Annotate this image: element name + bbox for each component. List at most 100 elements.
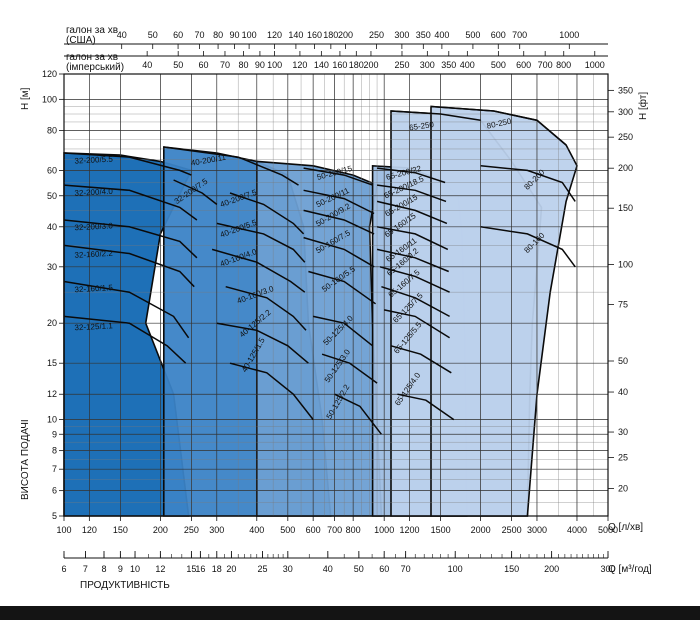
- curve-50-160/7.5: [303, 236, 375, 268]
- yr-tick-label-1: 25: [618, 452, 628, 462]
- yr-tick-label-11: 350: [618, 85, 633, 95]
- curve-32-200/4.0: [63, 184, 198, 221]
- x-tick-label-8: 600: [306, 525, 321, 535]
- x-tick-label-5: 300: [209, 525, 224, 535]
- x-axis-label: Q [л/хв]: [608, 522, 643, 533]
- m3h-tick-label-18: 200: [544, 564, 559, 574]
- curve-50-160/5.5: [308, 270, 377, 305]
- impgpm-tick-label-13: 300: [420, 60, 435, 70]
- impgpm-tick-label-0: 40: [142, 60, 152, 70]
- curve-65-160/9.2: [379, 266, 450, 293]
- y-tick-label-0: 5: [52, 511, 57, 521]
- impgpm-tick-label-20: 1000: [585, 60, 605, 70]
- m3h-tick-label-0: 6: [61, 564, 66, 574]
- y-axis-left-label: ВИСОТА ПОДАЧІ: [20, 419, 31, 500]
- impgpm-tick-label-17: 600: [516, 60, 531, 70]
- m3h-tick-label-1: 7: [83, 564, 88, 574]
- curve-50-200/11: [303, 189, 375, 215]
- impgpm-tick-label-9: 160: [332, 60, 347, 70]
- y-tick-label-8: 20: [47, 318, 57, 328]
- x-tick-label-1: 120: [82, 525, 97, 535]
- usgpm-tick-label-0: 40: [117, 30, 127, 40]
- axes: 100 120 150 200 250 300 400 500 600 700 800 1000 120…: [42, 30, 633, 574]
- y-tick-label-4: 9: [52, 429, 57, 439]
- curve-65-250: [390, 110, 481, 122]
- x-tick-label-12: 1200: [399, 525, 419, 535]
- bottom-bar: [0, 606, 700, 620]
- x-tick-label-10: 800: [346, 525, 361, 535]
- m3h-tick-label-7: 16: [195, 564, 205, 574]
- curve-label-1: 32-200/4.0: [74, 187, 113, 198]
- impgpm-tick-label-12: 250: [394, 60, 409, 70]
- impgpm-tick-label-5: 90: [255, 60, 265, 70]
- x-tick-label-17: 4000: [567, 525, 587, 535]
- usgpm-tick-label-2: 60: [173, 30, 183, 40]
- pump-curves: [63, 105, 576, 435]
- x-tick-label-4: 250: [184, 525, 199, 535]
- curve-label-4: 32-160/1.5: [74, 283, 113, 294]
- curve-65-125/5.5: [390, 345, 452, 374]
- curve-50-200/9.2: [303, 209, 375, 235]
- curve-65-160/7.5: [381, 285, 450, 318]
- m3h-tick-label-11: 30: [283, 564, 293, 574]
- y-tick-label-10: 40: [47, 222, 57, 232]
- usgpm-tick-label-13: 300: [394, 30, 409, 40]
- y-tick-label-2: 7: [52, 464, 57, 474]
- y-tick-label-9: 30: [47, 262, 57, 272]
- curve-label-0: 32-200/5.5: [74, 155, 113, 166]
- usgpm-tick-label-14: 350: [416, 30, 431, 40]
- top-axis-labels: галон за хв (США) галон за хв (імперськи…: [66, 25, 124, 73]
- curve-50-200/15: [303, 167, 373, 186]
- yr-tick-label-4: 50: [618, 356, 628, 366]
- usgpm-tick-label-4: 80: [213, 30, 223, 40]
- curve-label-3: 32-160/2.2: [74, 249, 113, 260]
- top-axis2-label-line1: галон за хв: [66, 52, 118, 63]
- m3h-tick-label-14: 60: [379, 564, 389, 574]
- usgpm-tick-label-7: 120: [267, 30, 282, 40]
- x-tick-label-18: 5000: [598, 525, 618, 535]
- impgpm-tick-label-7: 120: [292, 60, 307, 70]
- x-tick-label-11: 1000: [374, 525, 394, 535]
- m3h-tick-label-9: 20: [226, 564, 236, 574]
- usgpm-tick-label-18: 700: [512, 30, 527, 40]
- yr-axis-label: H [фт]: [637, 92, 649, 120]
- curve-label-5: 32-125/1.1: [74, 321, 113, 332]
- m3h-tick-label-8: 18: [212, 564, 222, 574]
- impgpm-tick-label-14: 350: [441, 60, 456, 70]
- curve-65-200/15: [376, 200, 448, 225]
- impgpm-tick-label-2: 60: [198, 60, 208, 70]
- curve-40-200/5.5: [216, 222, 306, 263]
- curve-32-200/3.0: [63, 219, 198, 259]
- x-tick-label-9: 700: [327, 525, 342, 535]
- curve-80-160: [480, 226, 576, 268]
- usgpm-tick-label-15: 400: [434, 30, 449, 40]
- curve-40-200/7.5: [229, 192, 305, 235]
- yr-tick-label-3: 40: [618, 387, 628, 397]
- curve-50-125/4.0: [313, 315, 374, 347]
- impgpm-tick-label-18: 700: [538, 60, 553, 70]
- yr-tick-label-2: 30: [618, 427, 628, 437]
- x-tick-label-16: 3000: [527, 525, 547, 535]
- curve-65-160/11: [376, 248, 449, 273]
- impgpm-tick-label-10: 180: [349, 60, 364, 70]
- yr-tick-label-0: 20: [618, 483, 628, 493]
- y-tick-label-5: 10: [47, 415, 57, 425]
- curve-32-200/5.5: [63, 152, 192, 176]
- m3h-tick-label-6: 15: [186, 564, 196, 574]
- impgpm-tick-label-19: 800: [556, 60, 571, 70]
- curve-40-160/3.0: [225, 285, 307, 331]
- x-tick-label-13: 1500: [431, 525, 451, 535]
- y-tick-label-15: 120: [42, 69, 57, 79]
- curve-65-125/4.0: [397, 393, 455, 421]
- curve-80-200: [480, 165, 576, 202]
- y-tick-label-14: 100: [42, 94, 57, 104]
- curve-65-200/22: [377, 167, 446, 184]
- curve-32-160/2.2: [63, 244, 195, 288]
- curve-80-250: [430, 105, 567, 146]
- impgpm-tick-label-6: 100: [267, 60, 282, 70]
- m3h-tick-label-10: 25: [257, 564, 267, 574]
- yr-tick-label-5: 75: [618, 300, 628, 310]
- y-tick-label-11: 50: [47, 191, 57, 201]
- curve-65-200/18.5: [376, 184, 447, 203]
- m3h-tick-label-13: 50: [354, 564, 364, 574]
